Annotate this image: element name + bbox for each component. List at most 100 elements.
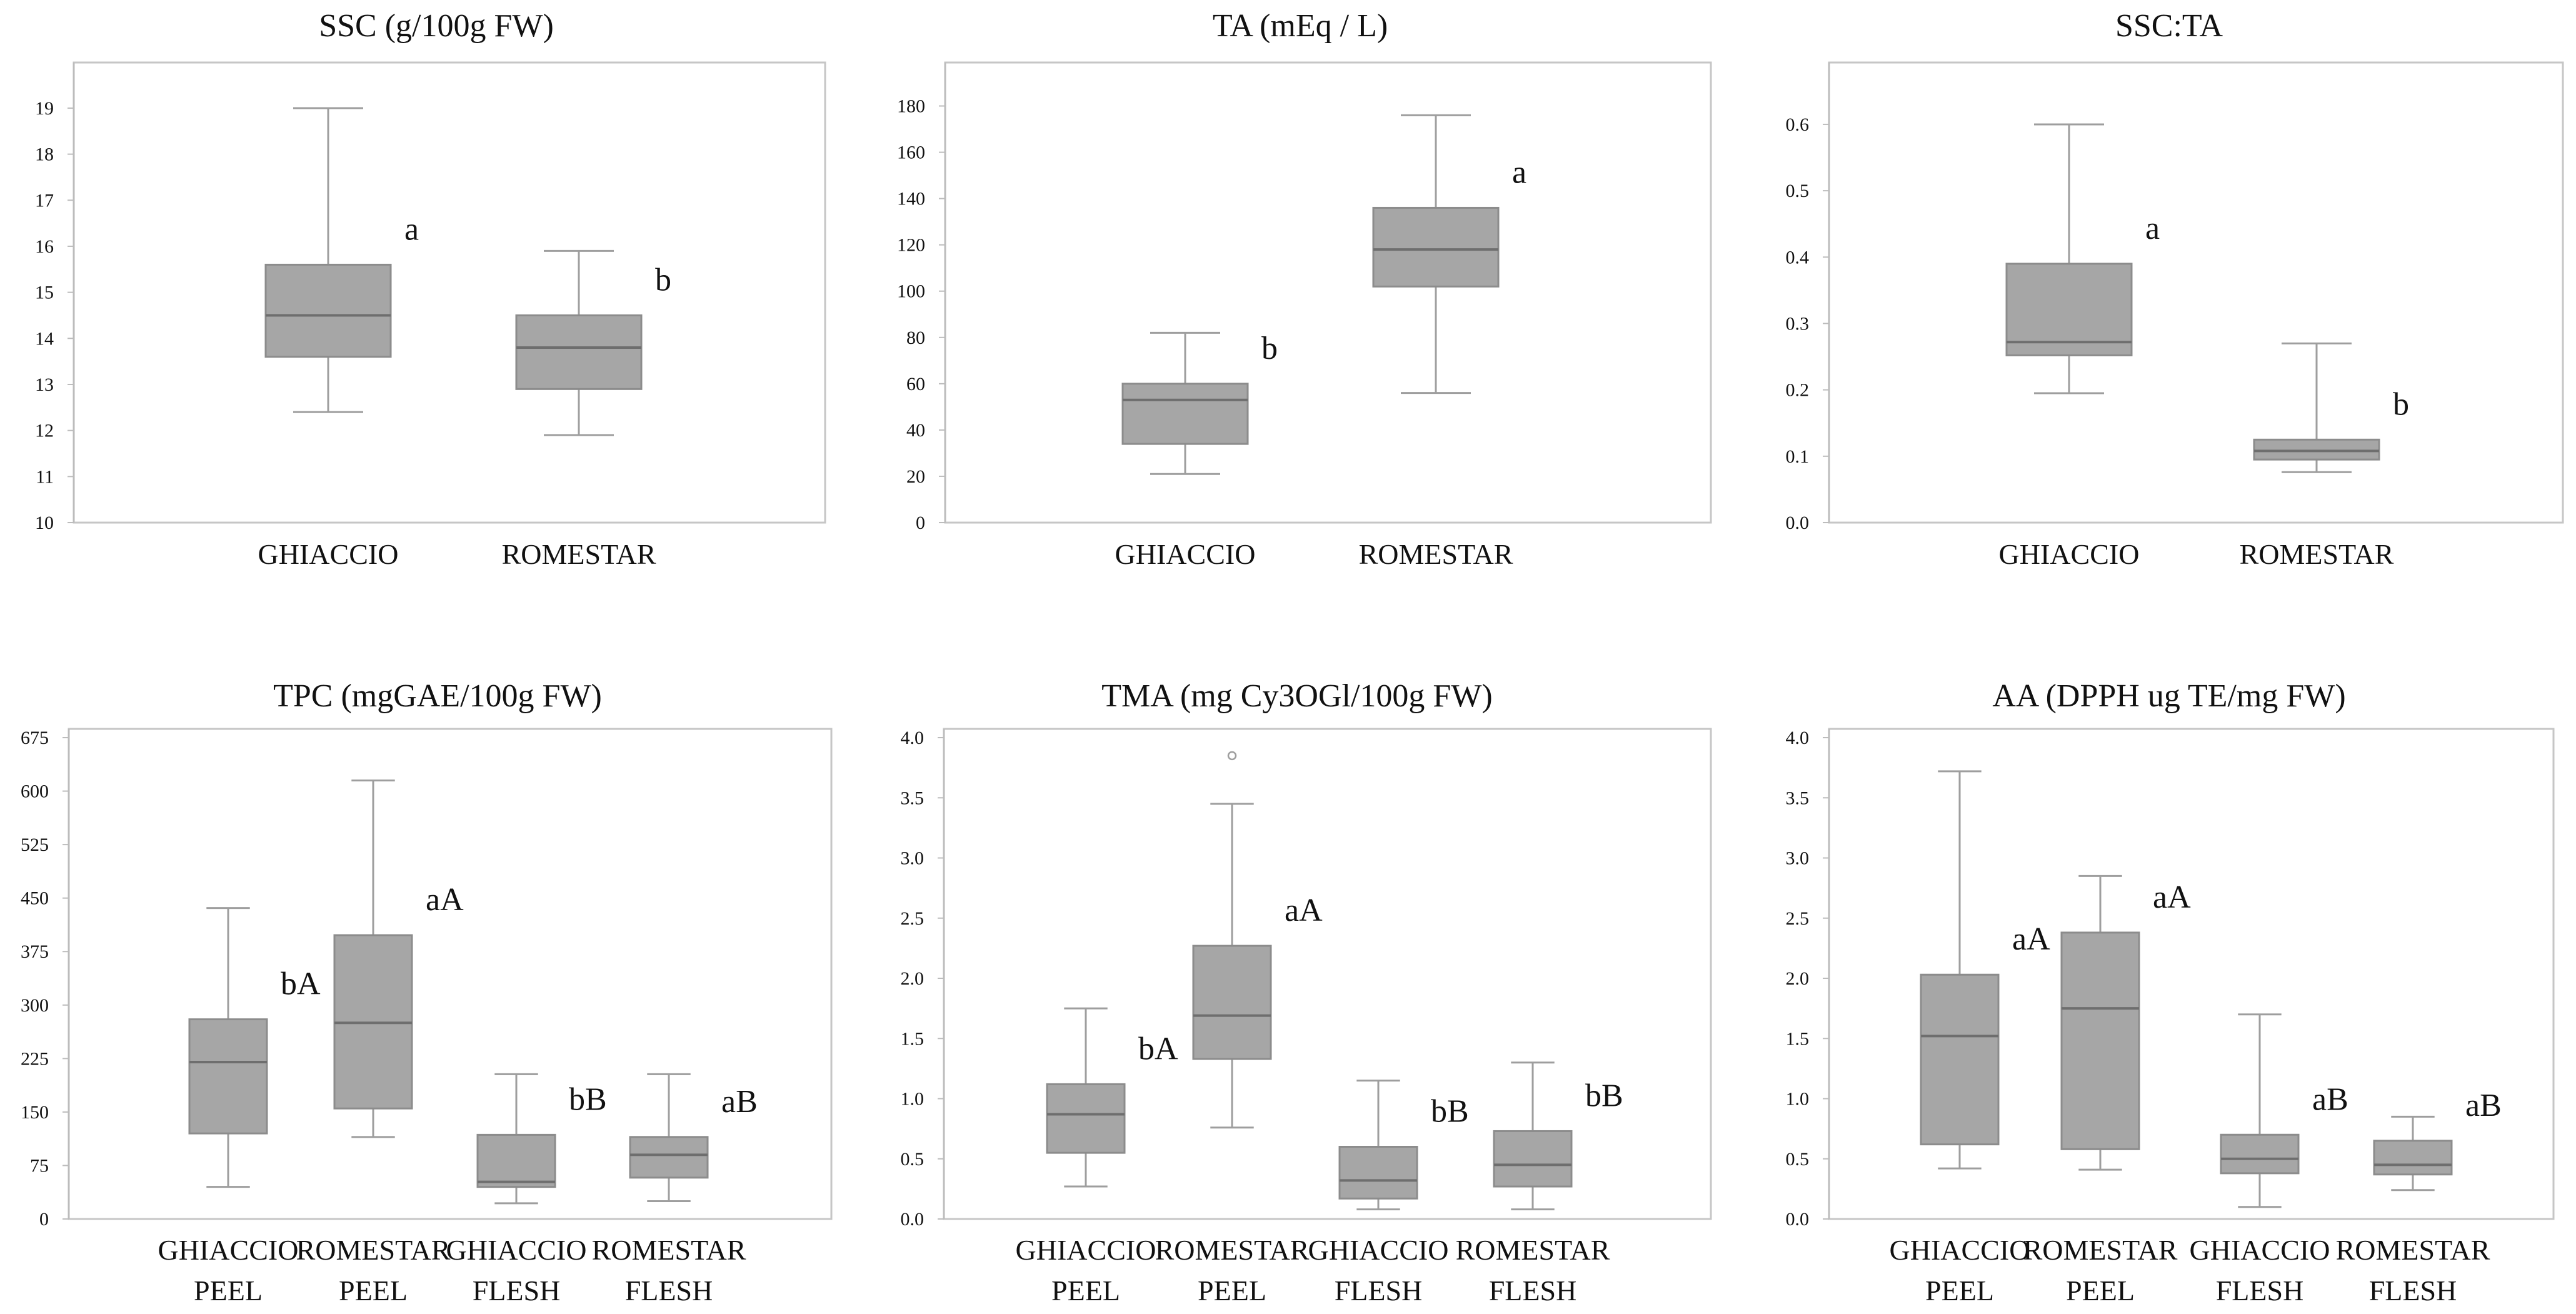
y-tick-label: 11 bbox=[36, 466, 54, 487]
category-label: FLESH bbox=[473, 1275, 561, 1306]
y-tick-label: 0 bbox=[39, 1209, 49, 1230]
box-group: aA GHIACCIO PEEL bbox=[1890, 770, 2050, 1306]
iqr-box bbox=[264, 263, 392, 358]
y-tick-label: 17 bbox=[35, 190, 54, 211]
category-label: ROMESTAR bbox=[592, 1234, 746, 1266]
y-tick-label: 40 bbox=[906, 420, 925, 441]
iqr-box bbox=[2220, 1133, 2300, 1175]
y-tick-label: 0.0 bbox=[901, 1209, 925, 1230]
significance-label: a bbox=[1512, 154, 1526, 190]
category-label: GHIACCIO bbox=[1890, 1234, 2030, 1266]
y-tick-label: 2.0 bbox=[901, 968, 925, 989]
chart-title: TMA (mg Cy3OGl/100g FW) bbox=[1101, 678, 1492, 714]
y-tick-label: 15 bbox=[35, 283, 54, 303]
y-tick-label: 160 bbox=[897, 143, 925, 163]
chart-panel-4: TPC (mgGAE/100g FW) 0 75 150 225 300 375 450 525… bbox=[21, 678, 833, 1306]
category-label: ROMESTAR bbox=[2336, 1234, 2490, 1266]
box-group: aA ROMESTAR PEEL bbox=[296, 779, 464, 1306]
iqr-box bbox=[188, 1018, 268, 1135]
y-tick-label: 600 bbox=[21, 781, 49, 802]
y-tick-label: 0.0 bbox=[1786, 1209, 1810, 1230]
y-tick-label: 19 bbox=[35, 98, 54, 119]
iqr-box bbox=[2253, 438, 2380, 461]
y-tick-label: 14 bbox=[35, 328, 54, 349]
significance-label: aA bbox=[426, 882, 464, 918]
y-tick-label: 450 bbox=[21, 888, 49, 909]
iqr-box bbox=[2005, 263, 2133, 356]
category-label: ROMESTAR bbox=[2240, 538, 2394, 570]
y-tick-label: 10 bbox=[35, 513, 54, 533]
significance-label: b bbox=[1261, 331, 1278, 366]
y-tick-label: 375 bbox=[21, 941, 49, 962]
category-label: ROMESTAR bbox=[1456, 1234, 1610, 1266]
y-tick-label: 0.5 bbox=[1786, 181, 1810, 201]
category-label: PEEL bbox=[1198, 1275, 1266, 1306]
box-group: aA ROMESTAR PEEL bbox=[2023, 875, 2191, 1306]
y-tick-label: 100 bbox=[897, 281, 925, 302]
box-group: aB ROMESTAR FLESH bbox=[592, 1073, 758, 1306]
box-group: b ROMESTAR bbox=[2240, 342, 2409, 570]
y-tick-label: 1.5 bbox=[1786, 1028, 1810, 1049]
y-tick-label: 2.0 bbox=[1786, 968, 1810, 989]
category-label: GHIACCIO bbox=[158, 1234, 299, 1266]
iqr-box bbox=[1121, 383, 1249, 445]
y-tick-label: 120 bbox=[897, 235, 925, 256]
box-group: aB ROMESTAR FLESH bbox=[2336, 1088, 2502, 1306]
category-label: FLESH bbox=[1335, 1275, 1423, 1306]
y-tick-label: 0 bbox=[916, 513, 925, 533]
y-tick-label: 3.0 bbox=[1786, 848, 1810, 869]
box-group: bB GHIACCIO FLESH bbox=[446, 1073, 607, 1306]
significance-label: aA bbox=[1285, 893, 1323, 928]
y-tick-label: 75 bbox=[30, 1155, 49, 1176]
box-group: aA ROMESTAR PEEL bbox=[1155, 751, 1323, 1306]
outlier-point bbox=[1227, 751, 1237, 761]
plot-frame bbox=[68, 728, 833, 1220]
category-label: GHIACCIO bbox=[1115, 538, 1256, 570]
box-group: a ROMESTAR bbox=[1359, 114, 1526, 570]
category-label: FLESH bbox=[2216, 1275, 2304, 1306]
plot-frame bbox=[73, 61, 826, 524]
iqr-box bbox=[1372, 206, 1500, 288]
category-label: ROMESTAR bbox=[502, 538, 656, 570]
y-tick-label: 150 bbox=[21, 1102, 49, 1123]
iqr-box bbox=[1920, 973, 2000, 1146]
y-tick-label: 3.5 bbox=[1786, 788, 1810, 808]
category-label: ROMESTAR bbox=[1359, 538, 1513, 570]
category-label: PEEL bbox=[339, 1275, 408, 1306]
y-tick-label: 180 bbox=[897, 96, 925, 117]
chart-panel-1: SSC (g/100g FW) 10 11 12 13 14 15 16 17 18 19 a GHIA… bbox=[35, 8, 826, 570]
significance-label: a bbox=[2145, 211, 2160, 246]
y-tick-label: 3.5 bbox=[901, 788, 925, 808]
y-tick-label: 525 bbox=[21, 835, 49, 855]
y-tick-label: 16 bbox=[35, 236, 54, 257]
category-label: GHIACCIO bbox=[2190, 1234, 2330, 1266]
significance-label: aB bbox=[2465, 1088, 2502, 1123]
chart-title: AA (DPPH ug TE/mg FW) bbox=[1992, 678, 2345, 714]
box-group: b ROMESTAR bbox=[502, 249, 671, 570]
significance-label: b bbox=[655, 262, 671, 298]
category-label: ROMESTAR bbox=[296, 1234, 451, 1266]
y-tick-label: 3.0 bbox=[901, 848, 925, 869]
iqr-box bbox=[1493, 1130, 1573, 1188]
box-group: bB ROMESTAR FLESH bbox=[1456, 1061, 1623, 1306]
category-label: GHIACCIO bbox=[446, 1234, 587, 1266]
y-tick-label: 0.5 bbox=[901, 1149, 925, 1170]
y-tick-label: 12 bbox=[35, 421, 54, 441]
significance-label: bB bbox=[1585, 1078, 1623, 1113]
significance-label: aB bbox=[721, 1084, 758, 1120]
category-label: ROMESTAR bbox=[2023, 1234, 2178, 1266]
chart-panel-3: SSC:TA 0.0 0.1 0.2 0.3 0.4 0.5 0.6 a GHIACCIO b ROM… bbox=[1786, 8, 2564, 570]
box-group: a GHIACCIO bbox=[258, 107, 419, 570]
chart-title: SSC (g/100g FW) bbox=[319, 8, 554, 44]
y-tick-label: 0.2 bbox=[1786, 380, 1810, 401]
y-tick-label: 140 bbox=[897, 189, 925, 209]
plot-frame bbox=[1828, 61, 2564, 524]
iqr-box bbox=[629, 1136, 709, 1179]
y-tick-label: 0.1 bbox=[1786, 446, 1810, 467]
significance-label: a bbox=[404, 211, 419, 247]
y-tick-label: 300 bbox=[21, 995, 49, 1016]
plot-frame bbox=[944, 61, 1712, 524]
category-label: FLESH bbox=[625, 1275, 713, 1306]
category-label: ROMESTAR bbox=[1155, 1234, 1310, 1266]
